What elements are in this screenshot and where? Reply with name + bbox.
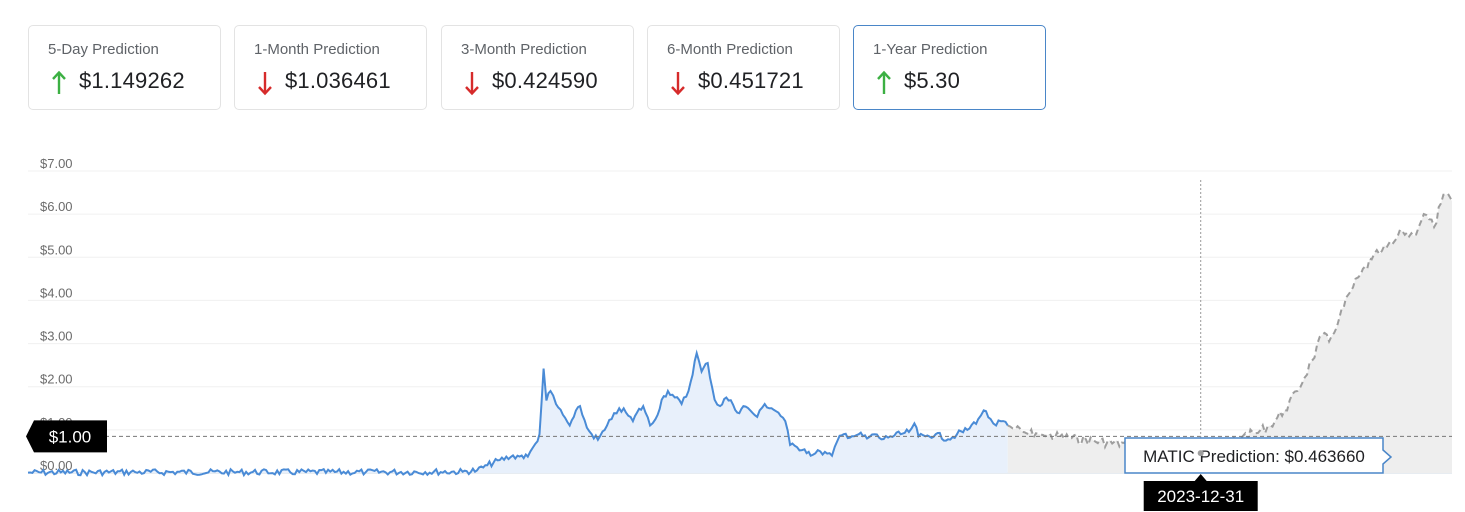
prediction-card-1-month[interactable]: 1-Month Prediction $1.036461: [234, 25, 427, 110]
price-tag-bg: [26, 420, 107, 453]
card-value: $1.149262: [79, 68, 185, 93]
prediction-card-1-year[interactable]: 1-Year Prediction $5.30: [853, 25, 1046, 110]
prediction-point-marker: [1197, 450, 1204, 457]
card-label: 5-Day Prediction: [48, 41, 159, 58]
arrow-down-icon: [465, 72, 479, 96]
card-value: $1.036461: [285, 68, 391, 93]
crosshair-date-label: 2023-12-31: [1157, 487, 1244, 506]
y-tick-label: $0.00: [40, 458, 73, 473]
price-tag-label: $1.00: [49, 427, 92, 446]
card-value: $0.451721: [698, 68, 804, 93]
card-label: 1-Year Prediction: [873, 41, 988, 58]
arrow-up-icon: [52, 70, 66, 94]
y-tick-label: $7.00: [40, 156, 73, 171]
historical-price-line: [27, 349, 1009, 478]
arrow-up-icon: [877, 70, 891, 94]
card-label: 6-Month Prediction: [667, 41, 793, 58]
card-label: 1-Month Prediction: [254, 41, 380, 58]
prediction-tooltip-text: MATIC Prediction: $0.463660: [1143, 447, 1365, 466]
historical-area: [28, 353, 1008, 476]
y-tick-label: $2.00: [40, 372, 73, 387]
card-value: $0.424590: [492, 68, 598, 93]
prediction-card-3-month[interactable]: 3-Month Prediction $0.424590: [441, 25, 634, 110]
arrow-down-icon: [258, 72, 272, 96]
y-tick-label: $6.00: [40, 199, 73, 214]
date-tag-pointer: [1194, 474, 1207, 481]
y-tick-label: $4.00: [40, 285, 73, 300]
prediction-tooltip: [1124, 437, 1393, 474]
crosshair-price-tag: $1.00: [26, 420, 107, 453]
prediction-card-6-month[interactable]: 6-Month Prediction $0.451721: [647, 25, 840, 110]
prediction-area: [1007, 193, 1452, 473]
y-tick-label: $3.00: [40, 329, 73, 344]
prediction-card-5-day[interactable]: 5-Day Prediction $1.149262: [28, 25, 221, 110]
crosshair-date-tag: [1143, 481, 1258, 511]
y-tick-label: $5.00: [40, 242, 73, 257]
card-label: 3-Month Prediction: [461, 41, 587, 58]
arrow-down-icon: [671, 72, 685, 96]
card-value: $5.30: [904, 68, 961, 93]
